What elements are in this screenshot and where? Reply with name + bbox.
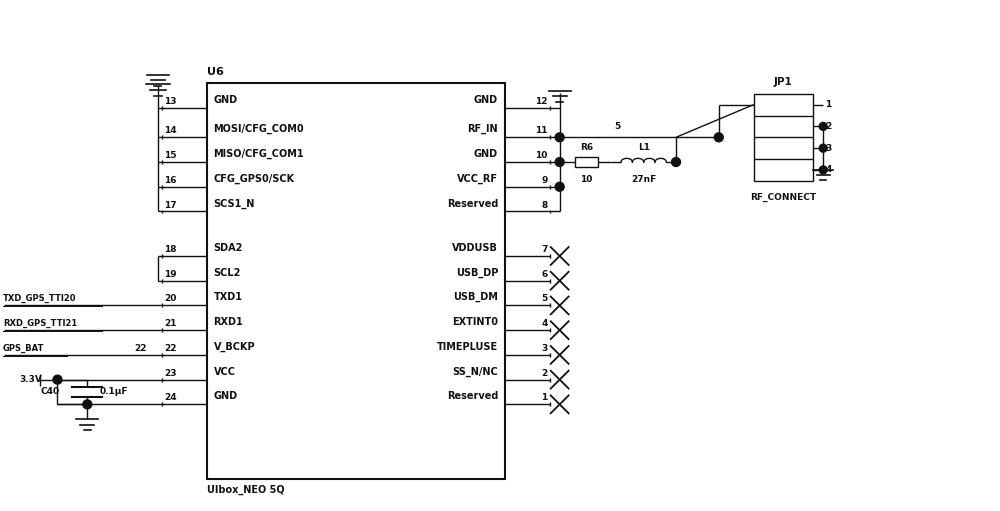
Text: EXTINT0: EXTINT0 [452,317,498,327]
Text: L1: L1 [638,143,650,152]
Text: 13: 13 [164,97,176,106]
Text: GND: GND [214,95,238,105]
Text: SCS1_N: SCS1_N [214,198,255,208]
Circle shape [555,182,564,191]
Circle shape [53,375,62,384]
Text: 10: 10 [580,175,593,184]
Text: 2: 2 [541,368,548,378]
Text: 20: 20 [164,294,176,304]
Circle shape [714,133,723,142]
Circle shape [83,400,92,409]
Text: USB_DP: USB_DP [456,267,498,278]
Circle shape [819,166,827,174]
Text: 7: 7 [541,245,548,254]
Text: VDDUSB: VDDUSB [452,243,498,253]
Text: 5: 5 [615,122,621,131]
Circle shape [555,157,564,167]
Text: 11: 11 [535,126,548,135]
Text: 4: 4 [541,319,548,328]
Text: MOSI/CFG_COM0: MOSI/CFG_COM0 [214,124,304,134]
Text: 9: 9 [541,176,548,185]
Text: MISO/CFG_COM1: MISO/CFG_COM1 [214,149,304,159]
Bar [754,94,813,181]
Text: VCC_RF: VCC_RF [457,174,498,184]
Text: VCC: VCC [214,367,236,377]
Text: Reserved: Reserved [447,391,498,402]
Text: 15: 15 [164,151,176,160]
Text: 23: 23 [164,368,176,378]
Text: 12: 12 [535,97,548,106]
Text: 24: 24 [164,393,177,402]
Circle shape [819,123,827,130]
Text: 22: 22 [164,344,176,353]
Text: 3: 3 [825,144,831,153]
Text: RXD1: RXD1 [214,317,243,327]
Text: 8: 8 [541,200,548,210]
Circle shape [555,133,564,142]
Text: CFG_GPS0/SCK: CFG_GPS0/SCK [214,174,295,184]
Text: Reserved: Reserved [447,198,498,208]
Text: GND: GND [474,95,498,105]
Text: GND: GND [474,149,498,159]
Circle shape [819,144,827,152]
Text: GND: GND [214,391,238,402]
Text: TXD1: TXD1 [214,292,243,303]
Text: JP1: JP1 [774,77,793,87]
Text: 5: 5 [541,294,548,304]
Bar [575,156,598,168]
Circle shape [672,157,680,167]
Text: 17: 17 [164,200,177,210]
Bar [207,83,505,478]
Text: 16: 16 [164,176,176,185]
Text: GPS_BAT: GPS_BAT [3,344,44,353]
Text: 27nF: 27nF [631,175,656,184]
Text: TIMEPLUSE: TIMEPLUSE [437,342,498,352]
Text: 6: 6 [541,270,548,278]
Text: 14: 14 [164,126,177,135]
Text: 1: 1 [541,393,548,402]
Text: 10: 10 [535,151,548,160]
Text: RF_IN: RF_IN [467,124,498,134]
Text: USB_DM: USB_DM [453,292,498,303]
Text: 4: 4 [825,166,832,174]
Text: 18: 18 [164,245,176,254]
Text: 3.3V: 3.3V [20,375,43,384]
Text: SDA2: SDA2 [214,243,243,253]
Text: 0.1μF: 0.1μF [99,386,128,396]
Text: 19: 19 [164,270,177,278]
Text: 22: 22 [134,344,146,353]
Text: C40: C40 [40,386,59,396]
Text: RXD_GPS_TTI21: RXD_GPS_TTI21 [3,319,77,328]
Text: U6: U6 [207,67,224,77]
Text: Ulbox_NEO 5Q: Ulbox_NEO 5Q [207,484,284,495]
Text: TXD_GPS_TTI20: TXD_GPS_TTI20 [3,294,76,304]
Text: 2: 2 [825,122,831,131]
Text: R6: R6 [580,143,593,152]
Text: 3: 3 [541,344,548,353]
Text: SS_N/NC: SS_N/NC [452,366,498,377]
Text: 21: 21 [164,319,176,328]
Text: V_BCKP: V_BCKP [214,342,255,352]
Text: 1: 1 [825,100,831,109]
Text: SCL2: SCL2 [214,268,241,278]
Text: RF_CONNECT: RF_CONNECT [750,193,816,202]
